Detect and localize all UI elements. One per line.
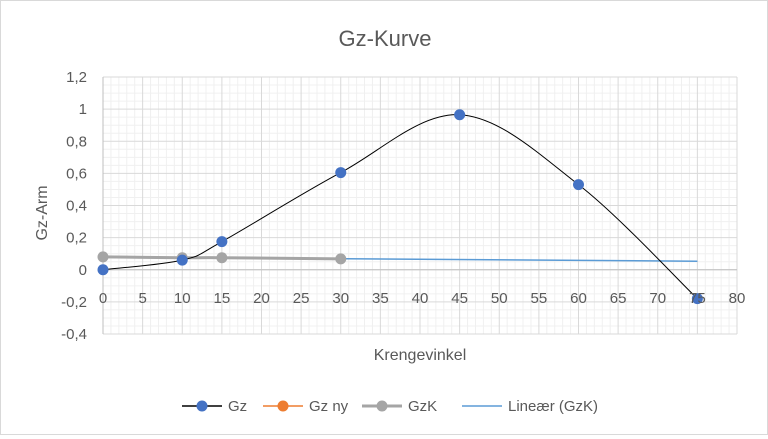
x-tick-labels: 0 5 10 15 20 25 30 35 40 45 50 55 60 65 70 75 80 xyxy=(99,290,746,307)
x-tick-label: 55 xyxy=(531,290,548,307)
x-tick-label: 15 xyxy=(214,290,231,307)
y-tick-labels: 1,2 1 0,8 0,6 0,4 0,2 0 -0,2 -0,4 xyxy=(61,69,87,343)
legend-swatch-marker xyxy=(277,400,289,412)
x-axis-label: Krengevinkel xyxy=(374,347,467,364)
series-line-gz xyxy=(102,114,698,300)
series-layer xyxy=(97,109,703,305)
chart-title: Gz-Kurve xyxy=(339,26,432,51)
legend-entry-label: Gz ny xyxy=(309,398,349,415)
gz-point xyxy=(335,167,347,179)
y-tick-label: 0,4 xyxy=(66,198,87,215)
gz-point xyxy=(97,264,109,276)
gzk-point xyxy=(97,251,109,263)
legend-swatch-marker xyxy=(376,400,388,412)
gz-point xyxy=(573,179,584,191)
x-tick-label: 5 xyxy=(138,290,146,307)
y-tick-label: 0,8 xyxy=(66,133,87,150)
y-tick-label: 1,2 xyxy=(66,69,87,86)
x-tick-label: 50 xyxy=(491,290,508,307)
x-tick-label: 70 xyxy=(649,290,666,307)
y-tick-label: -0,2 xyxy=(61,294,87,311)
legend-entry-label: GzK xyxy=(408,398,437,415)
gz-point xyxy=(691,293,703,305)
x-tick-label: 75 xyxy=(689,290,706,307)
x-tick-label: 10 xyxy=(174,290,191,307)
x-tick-label: 30 xyxy=(332,290,349,307)
x-tick-label: 60 xyxy=(570,290,587,307)
gz-point xyxy=(216,236,228,248)
x-tick-label: 20 xyxy=(253,290,270,307)
y-axis-label: Gz-Arm xyxy=(34,185,51,240)
x-tick-label: 65 xyxy=(610,290,627,307)
x-tick-label: 45 xyxy=(451,290,468,307)
gzk-point xyxy=(335,253,347,265)
gzk-point xyxy=(216,252,228,264)
legend-swatch-marker xyxy=(196,400,208,412)
legend-entry-label: Gz xyxy=(228,398,247,415)
x-tick-label: 0 xyxy=(99,290,107,307)
x-tick-label: 40 xyxy=(412,290,429,307)
x-tick-label: 25 xyxy=(293,290,310,307)
y-tick-label: 1 xyxy=(79,101,87,118)
y-tick-label: 0,6 xyxy=(66,165,87,182)
series-line-gzk xyxy=(102,255,341,261)
x-tick-label: 35 xyxy=(372,290,389,307)
major-gridlines xyxy=(102,76,738,335)
x-tick-label: 80 xyxy=(729,290,746,307)
y-tick-label: 0 xyxy=(79,262,87,279)
y-tick-label: -0,4 xyxy=(61,326,87,343)
legend-entry-label: Lineær (GzK) xyxy=(508,398,598,415)
legend: Gz Gz ny GzK Lineær (GzK) xyxy=(182,398,598,415)
y-tick-label: 0,2 xyxy=(66,230,87,247)
gz-point xyxy=(176,254,188,266)
gz-point xyxy=(454,109,466,121)
